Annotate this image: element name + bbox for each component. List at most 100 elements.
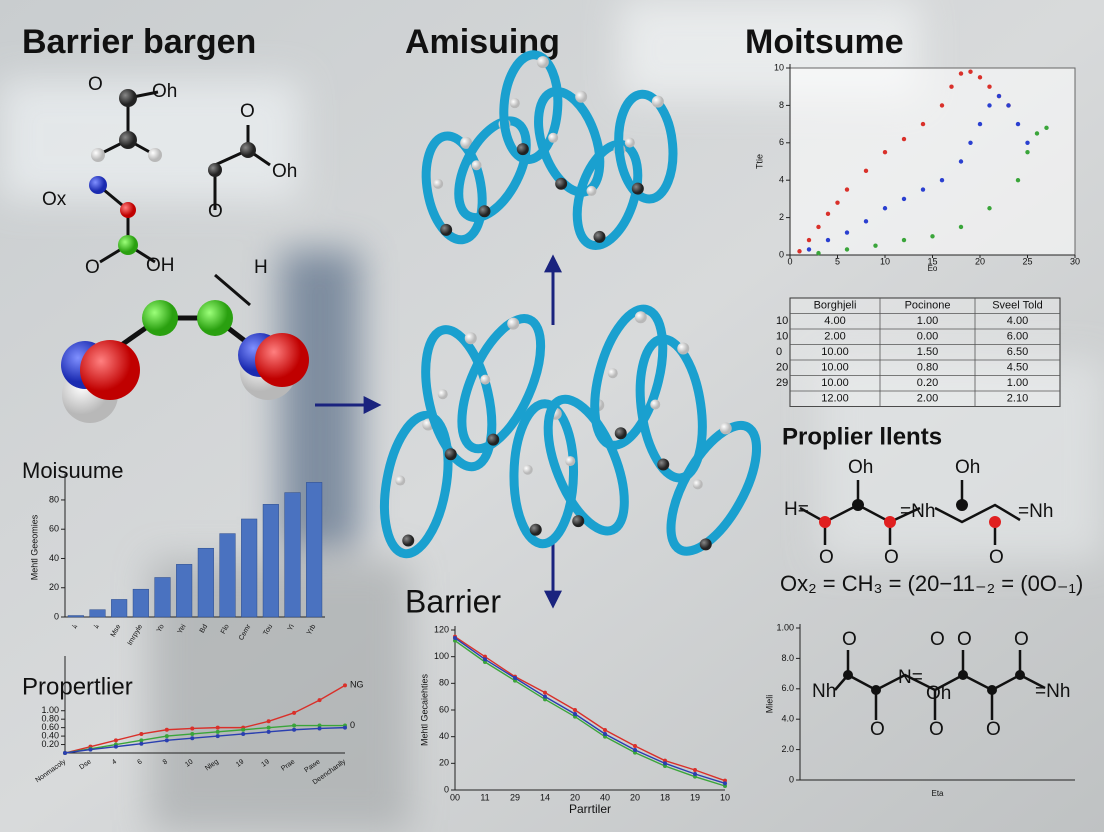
- x-tick-label: 15: [927, 256, 937, 266]
- point: [266, 729, 271, 734]
- bar: [89, 609, 106, 618]
- line: [454, 636, 726, 782]
- y-tick-label: 2.0: [781, 744, 794, 754]
- atom-label: O: [240, 101, 255, 122]
- point: [603, 728, 607, 732]
- point: [968, 140, 973, 145]
- atom-label: O: [930, 629, 945, 650]
- point: [844, 247, 850, 252]
- x-tick-label: 4: [111, 758, 118, 766]
- atom: [478, 205, 491, 218]
- atom: [536, 56, 549, 69]
- table-cell: 2.10: [1007, 393, 1028, 405]
- atom: [575, 90, 588, 103]
- atom: [634, 311, 647, 324]
- atoms: [843, 670, 1025, 695]
- point: [215, 725, 220, 730]
- table-row-label: 20: [776, 362, 788, 374]
- atom-label: N=: [898, 667, 923, 688]
- atom-label: Oh: [272, 161, 297, 182]
- atom-label: H=: [784, 499, 809, 520]
- atoms: [819, 499, 1001, 528]
- point: [543, 694, 547, 699]
- point: [241, 731, 246, 736]
- x-tick-label: 30: [1070, 256, 1080, 266]
- point: [603, 732, 607, 736]
- x-tick-label: 0: [787, 256, 792, 266]
- atom: [586, 185, 597, 196]
- point: [863, 168, 869, 174]
- x-tick-label: Flo: [220, 623, 231, 635]
- chart-title: Propertlier: [22, 673, 133, 700]
- line: [454, 637, 726, 785]
- atom-label: =Nh: [900, 501, 935, 522]
- point: [958, 224, 964, 230]
- point: [113, 738, 118, 743]
- y-tick-label: 2: [779, 212, 784, 222]
- atom: [593, 230, 606, 243]
- y-tick-label: 0: [54, 611, 59, 621]
- table-cell: 6.00: [1007, 331, 1028, 343]
- bar: [197, 547, 214, 618]
- table-cell: 2.00: [824, 331, 845, 343]
- chart-title: Moitsume: [745, 23, 904, 61]
- point: [1025, 149, 1030, 155]
- atom-label: OH: [146, 255, 175, 276]
- protein-ribbon: [509, 399, 579, 549]
- point: [190, 736, 195, 741]
- atom: [719, 422, 732, 435]
- x-tick-label: ﾑ: [93, 623, 101, 630]
- point: [164, 734, 169, 739]
- point: [1015, 121, 1021, 127]
- protein-ribbon: [572, 139, 643, 251]
- point: [343, 725, 347, 730]
- point: [882, 206, 888, 211]
- atom: [651, 95, 664, 108]
- table: Borghjeli Pocinone Sveel Told 10 4.00 1.00 4.0…: [776, 297, 1061, 407]
- point: [901, 237, 907, 243]
- y-tick-label: 100: [434, 651, 449, 661]
- x-tick-label: 19: [235, 758, 245, 768]
- charts: MoisuumeMehtl Geeomies020406080ﾑﾑ Mse Imrp…: [22, 23, 1080, 816]
- table-cell: 0.80: [917, 362, 938, 374]
- y-axis-label: Mehtl Gecaiehties: [419, 673, 429, 746]
- point: [215, 729, 220, 734]
- x-tick-label: 8: [162, 758, 169, 766]
- legend-label: NG: [350, 680, 364, 690]
- chart-title: Moisuume: [22, 458, 123, 483]
- y-axis-label: Mieli: [764, 695, 774, 714]
- point: [292, 710, 297, 715]
- point: [949, 84, 954, 89]
- protein-ribbon: [457, 314, 546, 454]
- bar: [176, 564, 193, 618]
- point: [873, 243, 878, 248]
- x-tick-label: 29: [510, 792, 520, 802]
- y-tick-label: 0: [779, 249, 784, 259]
- y-tick-label: 10: [774, 62, 784, 72]
- point: [844, 230, 850, 235]
- point: [317, 723, 322, 728]
- atom: [509, 98, 520, 109]
- point: [825, 237, 831, 243]
- x-axis-label: Eo: [928, 264, 938, 273]
- x-tick-label: ﾑ: [71, 623, 79, 630]
- point: [977, 75, 983, 80]
- x-tick-label: 20: [975, 256, 985, 266]
- point: [723, 781, 727, 786]
- y-tick-label: 0.60: [41, 722, 59, 732]
- proteins: [380, 50, 762, 559]
- point: [844, 187, 850, 192]
- atom: [572, 515, 585, 528]
- x-tick-label: 25: [1022, 256, 1032, 266]
- equation: Ox₂ = CH₃ = (20−11₋₂ = (0O₋₁): [780, 571, 1083, 596]
- atom-label: O: [989, 547, 1004, 568]
- point: [139, 738, 144, 743]
- point: [882, 149, 888, 155]
- point: [190, 726, 195, 731]
- atom-label: O: [1014, 629, 1029, 650]
- x-tick-label: Yrb: [306, 623, 318, 636]
- point: [266, 725, 271, 730]
- point: [987, 84, 992, 89]
- protein-ribbon: [421, 325, 497, 472]
